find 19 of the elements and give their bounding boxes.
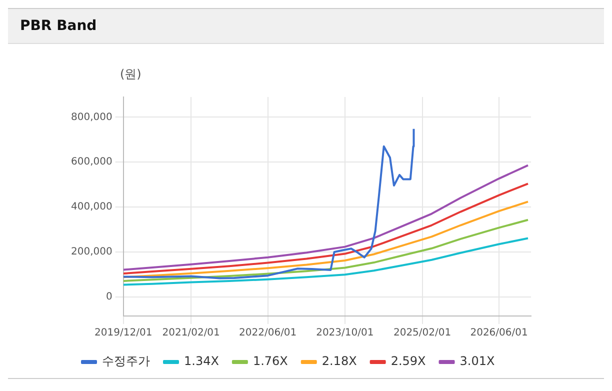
legend-label: 1.34X: [184, 354, 219, 368]
x-tick-label: 2023/10/01: [316, 328, 374, 339]
y-tick-label: 600,000: [70, 156, 112, 168]
x-tick-label: 2021/02/01: [162, 328, 220, 339]
legend-label: 3.01X: [460, 354, 495, 368]
legend-label: 1.76X: [252, 354, 288, 368]
legend-label: 2.18X: [322, 354, 357, 368]
y-tick-label: 0: [106, 292, 112, 302]
legend-label: 수정주가: [102, 354, 150, 368]
x-tick-label: 2025/02/01: [393, 328, 452, 339]
legend-label: 2.59X: [390, 354, 426, 368]
chart-title: PBR Band: [8, 8, 604, 44]
x-tick-label: 2026/06/01: [470, 328, 528, 339]
x-tick-label: 2022/06/01: [239, 328, 297, 339]
y-tick-label: 200,000: [70, 246, 112, 258]
y-tick-label: 400,000: [70, 202, 112, 213]
y-axis-title: (원): [120, 66, 142, 83]
x-tick-label: 2019/12/01: [94, 328, 152, 339]
y-tick-label: 800,000: [70, 112, 112, 123]
